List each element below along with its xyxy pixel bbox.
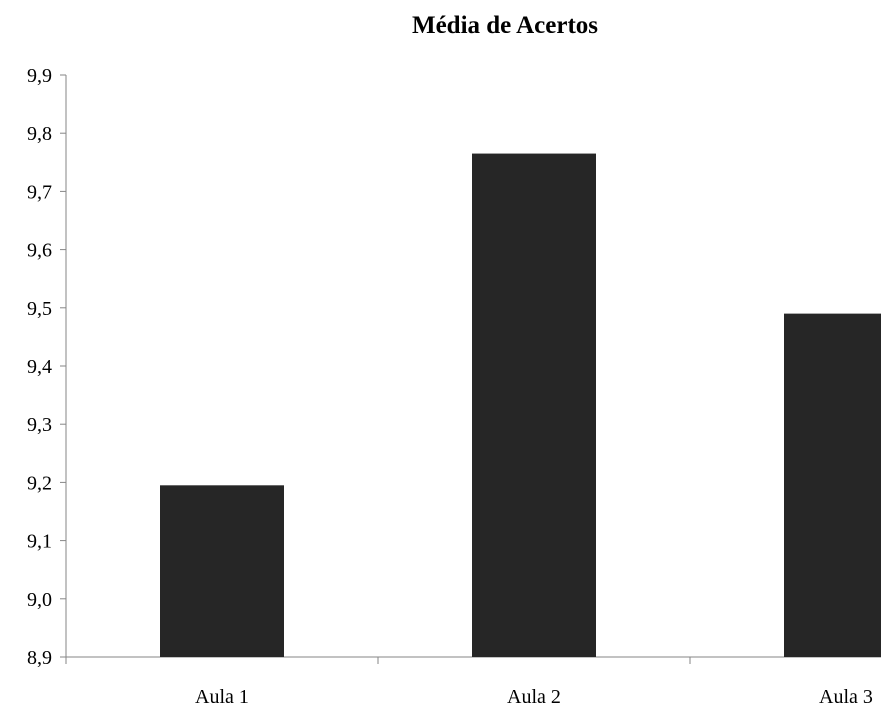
y-tick-label: 8,9	[27, 647, 52, 669]
x-tick-label: Aula 2	[507, 686, 561, 708]
bar-aula-3	[784, 313, 881, 657]
y-tick-label: 9,8	[27, 123, 52, 145]
y-tick-label: 9,6	[27, 240, 52, 262]
x-tick-labels: Aula 1 Aula 2 Aula 3	[195, 686, 873, 708]
bars	[160, 153, 881, 657]
y-tick-label: 9,5	[27, 298, 52, 320]
y-tick-label: 9,1	[27, 531, 52, 553]
y-tick-label: 9,2	[27, 472, 52, 494]
bar-aula-1	[160, 485, 284, 657]
y-tick-label: 9,3	[27, 414, 52, 436]
x-tick-label: Aula 3	[819, 686, 873, 708]
y-tick-label: 9,4	[27, 356, 52, 378]
y-tick-label: 9,0	[27, 589, 52, 611]
x-tick-label: Aula 1	[195, 686, 249, 708]
chart-title: Média de Acertos	[411, 12, 599, 39]
y-axis: 8,9 9,0 9,1 9,2 9,3 9,4 9,5 9,6 9,7 9,8 9,9	[27, 65, 67, 669]
x-axis	[65, 656, 881, 664]
y-tick-label: 9,9	[27, 65, 52, 87]
y-tick-label: 9,7	[27, 181, 52, 203]
bar-aula-2	[472, 153, 596, 657]
